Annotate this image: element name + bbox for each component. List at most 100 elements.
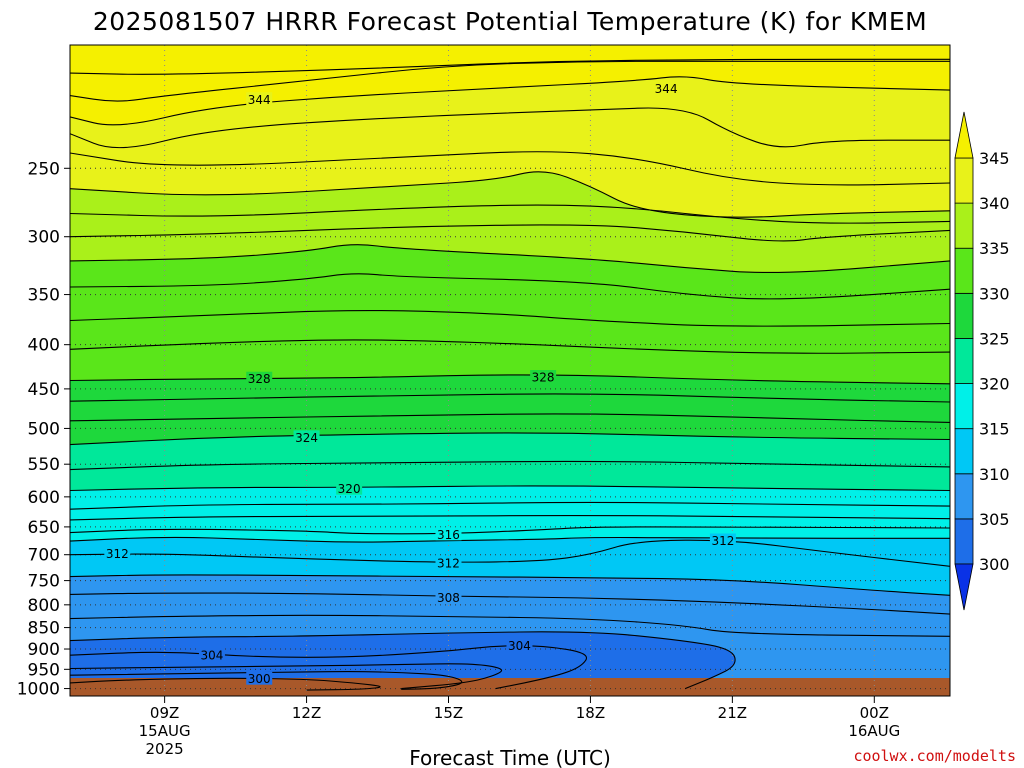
y-tick-label: 800 [28, 596, 60, 616]
contour-label: 300 [246, 671, 273, 686]
contour-label-bg [246, 371, 273, 385]
contour-label-bg [104, 546, 131, 560]
isentrope-line [70, 151, 950, 186]
plot-area: 344 344 328 328 324 320 316 312 312 312 308 304 304 3… [70, 45, 950, 696]
colorbar-label: 340 [979, 194, 1010, 213]
y-tick-label: 350 [28, 286, 60, 306]
colorbar-label: 300 [979, 555, 1010, 574]
y-tick-label: 750 [28, 572, 60, 592]
colorbar-label: 310 [979, 465, 1010, 484]
isentrope-line [70, 107, 950, 149]
plot-frame [69, 44, 951, 697]
isentrope-line [70, 339, 950, 354]
y-tick-label: 500 [28, 419, 60, 439]
contour-label-text: 328 [248, 372, 271, 386]
grid-lines [70, 45, 950, 696]
y-tick-label: 600 [28, 488, 60, 508]
contour-label: 312 [709, 533, 736, 548]
contour-label: 344 [246, 92, 273, 107]
isentrope-line [70, 631, 736, 690]
isentrope-line [70, 645, 587, 690]
isentrope-line [70, 393, 950, 403]
contour-label-bg [530, 370, 557, 384]
colorbar-segment [954, 518, 974, 565]
contour-label-text: 312 [106, 547, 129, 561]
contour-label-bg [246, 671, 273, 685]
contour-labels: 344 344 328 328 324 320 316 312 312 312 308 304 304 3… [104, 81, 736, 686]
y-tick-label: 850 [28, 619, 60, 639]
colorbar-label: 325 [979, 329, 1010, 348]
isentrope-line [70, 204, 950, 224]
x-tick-label: 16AUG [848, 722, 900, 740]
chart-title: 2025081507 HRRR Forecast Potential Tempe… [93, 7, 927, 36]
y-axis: 2503003504004505005506006507007508008509… [17, 159, 70, 700]
contour-label: 308 [435, 590, 462, 605]
isentrope-line [70, 539, 950, 567]
isentrope-line [70, 413, 950, 423]
colorbar-label: 315 [979, 420, 1010, 439]
x-tick-label: 2025 [146, 740, 184, 758]
x-tick-label: 15Z [434, 704, 463, 722]
x-tick-label: 15AUG [139, 722, 191, 740]
contour-label: 328 [530, 370, 557, 385]
contour-label-bg [198, 648, 225, 662]
isentrope-line [70, 309, 950, 327]
contour-label-text: 344 [248, 93, 271, 107]
contour-label-bg [435, 527, 462, 541]
y-tick-label: 400 [28, 336, 60, 356]
contour-label-bg [246, 92, 273, 106]
x-tick-label: 12Z [292, 704, 321, 722]
contour-label-text: 320 [338, 482, 361, 496]
colorbar-label: 330 [979, 284, 1010, 303]
x-tick-label: 00Z [860, 704, 889, 722]
y-tick-label: 550 [28, 455, 60, 475]
contour-label-bg [336, 481, 363, 495]
contour-label-text: 324 [295, 431, 318, 445]
x-tick-label: 18Z [576, 704, 605, 722]
isentrope-line [70, 592, 950, 615]
colorbar-segment [954, 292, 974, 339]
colorbar-segment [954, 202, 974, 249]
isentrope-line [70, 574, 950, 596]
ground-fill [70, 678, 950, 696]
colorbar-label: 335 [979, 239, 1010, 258]
y-tick-label: 450 [28, 380, 60, 400]
contour-label-text: 304 [508, 639, 531, 653]
contour-label-bg [435, 590, 462, 604]
isentrope-line [70, 244, 950, 274]
isentrope-line [70, 671, 463, 690]
colorbar-label: 305 [979, 510, 1010, 529]
contour-label-text: 344 [655, 82, 678, 96]
x-tick-label: 09Z [150, 704, 179, 722]
colorbar-max-arrow [954, 111, 974, 159]
colorbar-label: 320 [979, 375, 1010, 394]
isentrope-line [70, 485, 950, 492]
contour-label: 312 [435, 556, 462, 571]
isentrope-line [70, 501, 950, 510]
isentrope-line [70, 60, 950, 102]
contour-label: 344 [653, 81, 680, 96]
y-tick-label: 650 [28, 518, 60, 538]
contour-lines [70, 58, 950, 691]
colorbar-segment [954, 338, 974, 384]
y-tick-label: 700 [28, 546, 60, 566]
colorbar-min-arrow [954, 563, 974, 611]
contour-label-text: 312 [437, 557, 460, 571]
isentrope-line [70, 224, 950, 242]
colorbar-segment [954, 383, 974, 430]
contour-label-text: 316 [437, 528, 460, 542]
contour-label-bg [709, 533, 736, 547]
y-tick-label: 950 [28, 660, 60, 680]
colorbar-segment [954, 473, 974, 520]
x-tick-label: 21Z [718, 704, 747, 722]
y-tick-label: 900 [28, 640, 60, 660]
colorbar-label: 345 [979, 149, 1010, 168]
contour-label-text: 308 [437, 591, 460, 605]
isentrope-line [70, 374, 950, 385]
isentrope-line [70, 58, 950, 75]
colorbar-segment [954, 428, 974, 475]
isentrope-line [70, 515, 950, 521]
isentrope-line [70, 76, 950, 126]
isentrope-line [70, 536, 950, 543]
